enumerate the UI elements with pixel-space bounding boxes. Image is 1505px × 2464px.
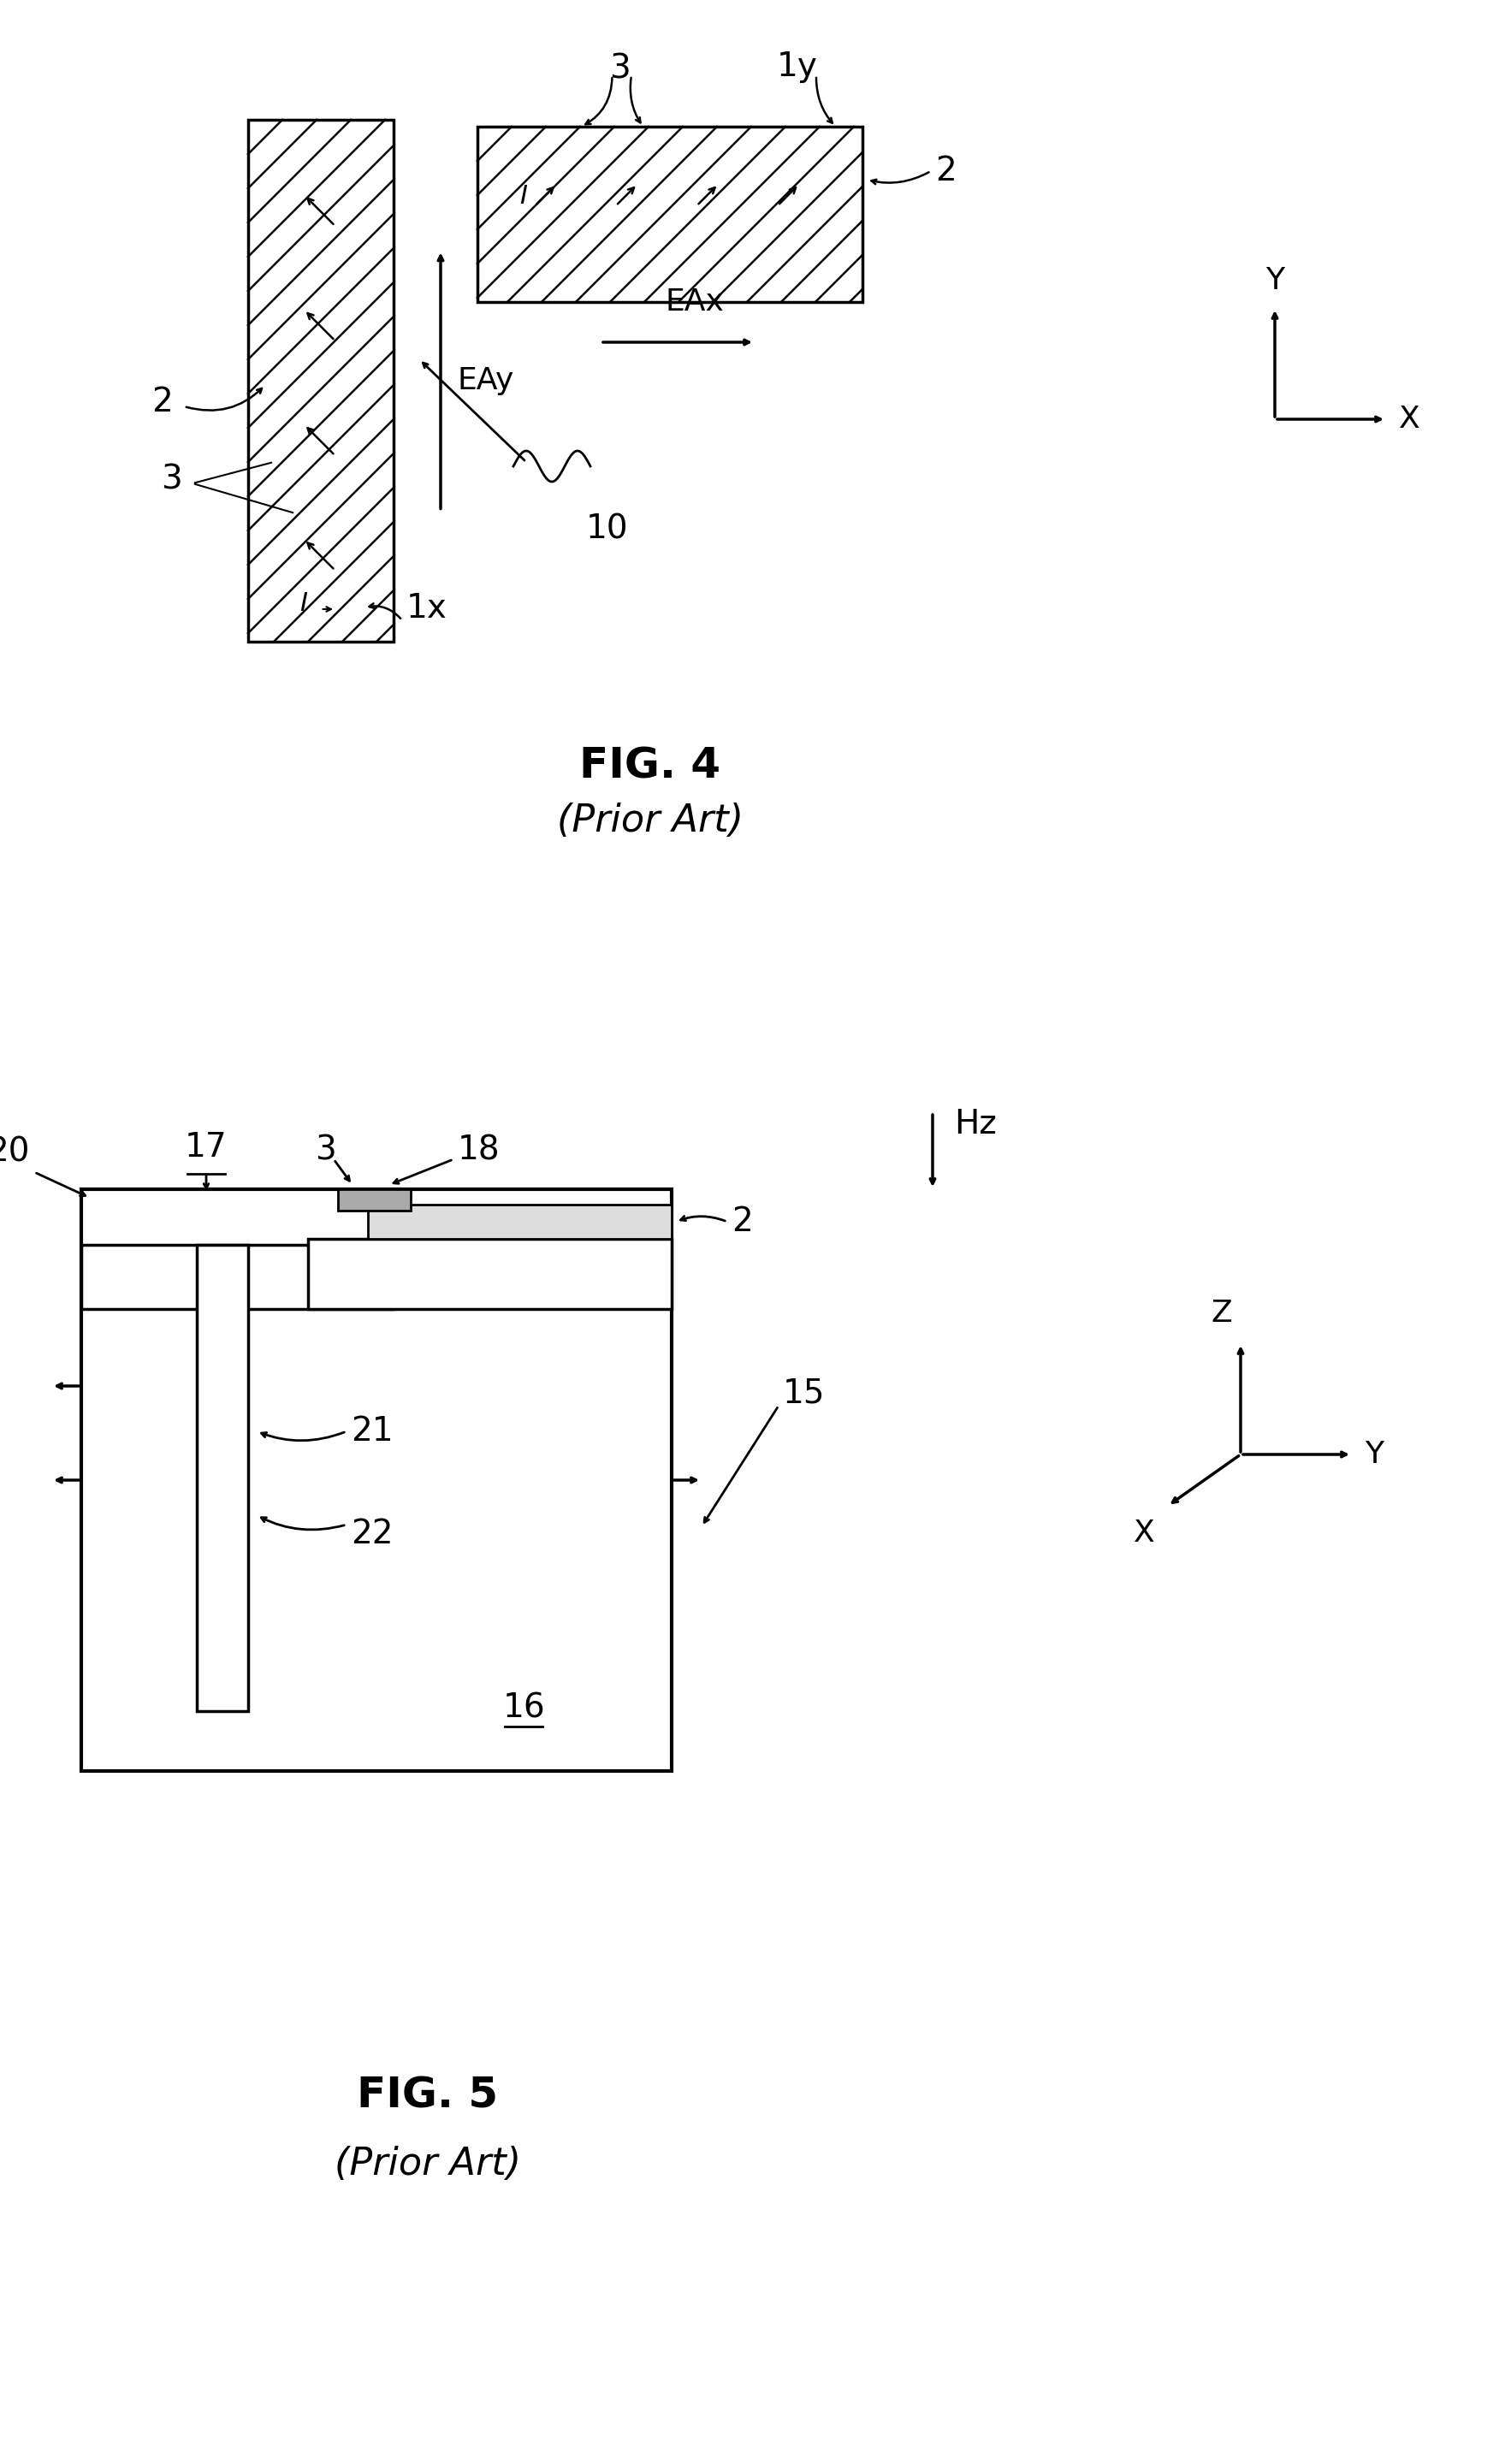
Text: (Prior Art): (Prior Art)	[557, 803, 743, 840]
Text: 3: 3	[161, 463, 182, 495]
Text: 10: 10	[585, 513, 629, 547]
Bar	[339, 1190, 411, 1210]
Text: 18: 18	[458, 1133, 500, 1168]
Bar	[477, 126, 862, 303]
Text: 3: 3	[315, 1133, 336, 1168]
Text: FIG. 4: FIG. 4	[579, 744, 721, 786]
Text: 15: 15	[783, 1377, 825, 1409]
Bar	[309, 1239, 671, 1308]
Text: EAx: EAx	[665, 288, 724, 315]
Text: 16: 16	[503, 1690, 545, 1725]
Text: FIG. 5: FIG. 5	[357, 2075, 498, 2117]
Bar	[81, 1244, 394, 1308]
Text: Z: Z	[1212, 1299, 1233, 1328]
Text: EAy: EAy	[458, 367, 515, 394]
Text: (Prior Art): (Prior Art)	[334, 2146, 521, 2183]
Text: 2: 2	[731, 1205, 752, 1237]
Bar	[197, 1244, 248, 1710]
Text: 2: 2	[152, 387, 173, 419]
Text: 21: 21	[351, 1414, 393, 1446]
Text: 17: 17	[185, 1131, 227, 1163]
Bar	[367, 1205, 671, 1239]
Text: 22: 22	[351, 1518, 393, 1550]
Text: 1x: 1x	[406, 591, 447, 623]
Text: I: I	[299, 591, 307, 616]
Text: 2: 2	[935, 155, 956, 187]
Bar	[81, 1190, 671, 1772]
Text: Y: Y	[1266, 266, 1284, 296]
Text: X: X	[1133, 1518, 1154, 1547]
Text: 3: 3	[610, 52, 631, 84]
Bar	[248, 121, 394, 641]
Text: I: I	[519, 185, 527, 209]
Text: X: X	[1400, 404, 1421, 434]
Text: Y: Y	[1365, 1439, 1383, 1469]
Text: Hz: Hz	[954, 1109, 996, 1141]
Text: 1y: 1y	[777, 49, 817, 84]
Text: 20: 20	[0, 1136, 30, 1168]
